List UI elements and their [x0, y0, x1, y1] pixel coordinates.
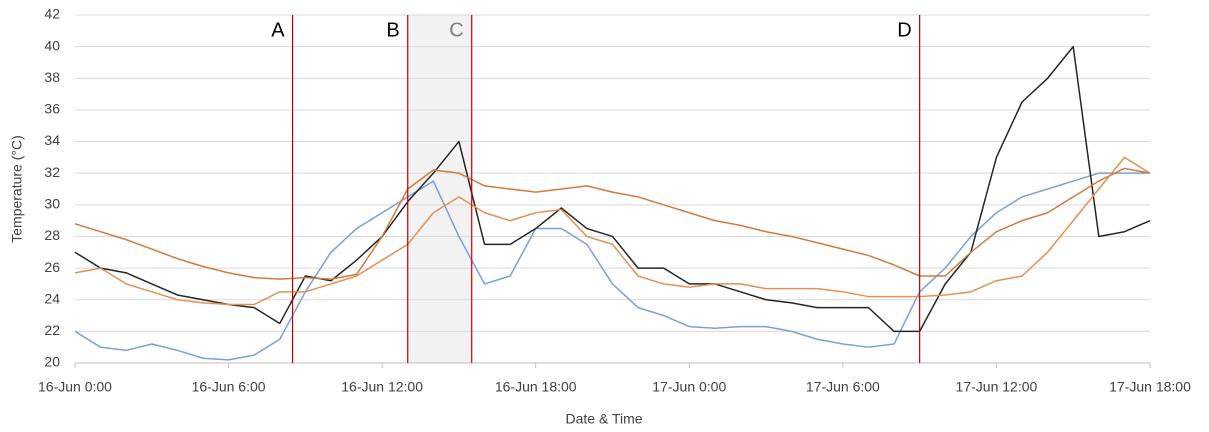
y-tick-label: 32 [44, 164, 60, 180]
y-tick-label: 42 [44, 6, 60, 22]
y-tick-label: 20 [44, 354, 60, 370]
annotation-label: A [271, 19, 285, 41]
y-tick-label: 22 [44, 322, 60, 338]
x-tick-label: 16-Jun 6:00 [192, 379, 266, 395]
x-tick-label: 17-Jun 0:00 [652, 379, 726, 395]
annotation-label: D [897, 19, 911, 41]
series-line [74, 167, 1151, 280]
x-tick-label: 17-Jun 6:00 [806, 379, 880, 395]
shaded-span [407, 15, 472, 363]
annotation-label: C [449, 19, 463, 41]
y-tick-label: 38 [44, 69, 60, 85]
y-tick-label: 28 [44, 227, 60, 243]
x-tick-label: 16-Jun 12:00 [341, 379, 423, 395]
y-tick-label: 26 [44, 259, 60, 275]
x-tick-label: 16-Jun 18:00 [495, 379, 577, 395]
x-axis-label: Date & Time [565, 411, 642, 427]
x-tick-label: 17-Jun 18:00 [1109, 379, 1191, 395]
annotation-label: B [386, 19, 399, 41]
y-tick-label: 34 [44, 132, 60, 148]
y-tick-label: 24 [44, 290, 60, 306]
x-tick-label: 16-Jun 0:00 [38, 379, 112, 395]
y-tick-label: 40 [44, 37, 60, 53]
y-tick-label: 36 [44, 101, 60, 117]
y-axis-label: Temperature (°C) [9, 135, 25, 243]
series-line [74, 172, 1150, 361]
y-tick-label: 30 [44, 196, 60, 212]
series-line [74, 156, 1151, 306]
series-line [74, 45, 1151, 333]
x-tick-label: 17-Jun 12:00 [956, 379, 1038, 395]
